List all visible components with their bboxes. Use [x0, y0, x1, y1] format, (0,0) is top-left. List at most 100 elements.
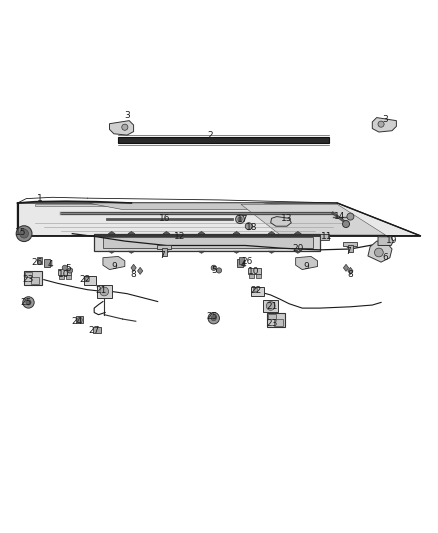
Circle shape	[245, 223, 252, 230]
Circle shape	[266, 302, 275, 310]
Polygon shape	[198, 231, 205, 233]
Bar	[237, 259, 243, 267]
Bar	[256, 274, 261, 278]
Text: 4: 4	[240, 260, 246, 269]
Polygon shape	[348, 268, 353, 274]
Circle shape	[16, 226, 32, 241]
Text: 13: 13	[281, 214, 293, 223]
Polygon shape	[108, 231, 115, 233]
Bar	[25, 272, 32, 278]
Polygon shape	[103, 237, 313, 248]
Bar	[66, 275, 71, 279]
Text: 6: 6	[382, 253, 389, 262]
Circle shape	[208, 312, 219, 324]
Polygon shape	[88, 203, 315, 209]
Polygon shape	[294, 231, 301, 233]
Text: 8: 8	[131, 270, 137, 279]
Polygon shape	[241, 204, 385, 235]
Circle shape	[100, 287, 109, 296]
Circle shape	[211, 265, 216, 270]
Text: 22: 22	[80, 275, 91, 284]
Text: 23: 23	[23, 275, 34, 284]
Circle shape	[374, 248, 383, 257]
Text: 15: 15	[15, 228, 27, 237]
Text: 8: 8	[347, 270, 353, 279]
Text: 2: 2	[208, 131, 213, 140]
Polygon shape	[296, 256, 318, 270]
Text: 9: 9	[111, 262, 117, 271]
Polygon shape	[163, 231, 170, 233]
Bar	[93, 327, 101, 333]
Text: 20: 20	[292, 245, 304, 254]
Text: 25: 25	[207, 312, 218, 321]
Bar	[37, 257, 42, 264]
Polygon shape	[233, 251, 240, 253]
Polygon shape	[128, 251, 135, 253]
Polygon shape	[128, 231, 135, 233]
Circle shape	[23, 297, 34, 308]
Text: 26: 26	[242, 257, 253, 266]
Circle shape	[378, 121, 384, 127]
Text: 10: 10	[58, 270, 69, 279]
Circle shape	[216, 268, 222, 273]
Polygon shape	[294, 251, 301, 253]
Text: 14: 14	[334, 212, 345, 221]
Bar	[274, 319, 283, 326]
Circle shape	[122, 124, 128, 130]
Bar	[348, 245, 353, 253]
Circle shape	[343, 221, 350, 228]
Bar	[248, 268, 261, 274]
Polygon shape	[271, 216, 291, 226]
Text: 24: 24	[71, 317, 82, 326]
Text: 25: 25	[21, 298, 32, 307]
Text: 19: 19	[386, 236, 398, 245]
Circle shape	[20, 229, 28, 238]
Bar	[31, 277, 39, 284]
Polygon shape	[131, 264, 136, 271]
Polygon shape	[343, 264, 349, 271]
Text: 21: 21	[266, 302, 277, 311]
Circle shape	[77, 317, 82, 322]
Text: 17: 17	[237, 215, 249, 224]
Bar	[44, 259, 50, 267]
Polygon shape	[163, 251, 170, 253]
Circle shape	[347, 213, 354, 220]
Bar	[157, 246, 171, 249]
Polygon shape	[198, 251, 205, 253]
Circle shape	[211, 316, 216, 321]
Polygon shape	[378, 237, 393, 246]
Polygon shape	[18, 203, 420, 236]
Polygon shape	[268, 251, 275, 253]
Polygon shape	[35, 204, 197, 206]
Text: 12: 12	[174, 232, 185, 241]
Text: 7: 7	[159, 251, 165, 260]
Bar	[96, 285, 112, 297]
Text: 16: 16	[159, 214, 170, 223]
Text: 22: 22	[251, 286, 262, 295]
Text: 10: 10	[248, 267, 260, 276]
Polygon shape	[368, 241, 392, 262]
Text: 23: 23	[266, 319, 277, 328]
Bar	[24, 271, 42, 285]
Bar	[320, 234, 328, 240]
Bar	[267, 313, 285, 327]
Bar	[76, 317, 83, 324]
Bar	[268, 314, 276, 319]
Text: 9: 9	[304, 262, 310, 271]
Polygon shape	[268, 231, 275, 233]
Polygon shape	[138, 268, 143, 274]
Text: 5: 5	[212, 265, 218, 274]
Bar	[58, 269, 71, 275]
Circle shape	[236, 215, 244, 223]
Bar	[85, 277, 89, 280]
Circle shape	[62, 265, 67, 270]
Polygon shape	[110, 120, 134, 135]
Bar	[84, 276, 96, 285]
Text: 1: 1	[36, 194, 42, 203]
Text: 27: 27	[88, 326, 100, 335]
Text: 11: 11	[321, 232, 332, 241]
Polygon shape	[103, 256, 125, 270]
Text: 7: 7	[345, 247, 351, 256]
Bar	[162, 248, 167, 255]
Polygon shape	[372, 118, 396, 132]
